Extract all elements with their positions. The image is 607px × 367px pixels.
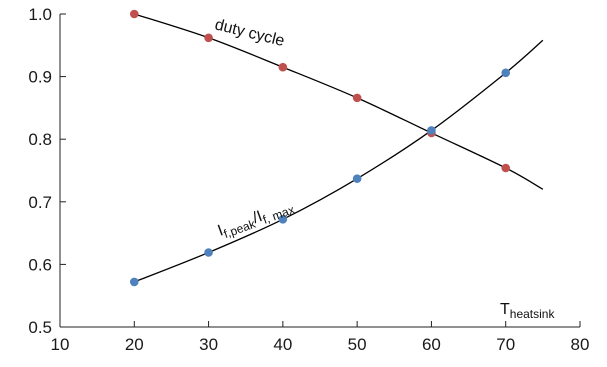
y-tick-label: 0.8 xyxy=(28,130,52,149)
duty-cycle-curve xyxy=(134,13,544,190)
x-tick-label: 10 xyxy=(51,335,70,354)
x-tick-label: 60 xyxy=(422,335,441,354)
current-ratio-point xyxy=(427,126,436,135)
current-ratio-point xyxy=(278,215,288,224)
x-tick-label: 50 xyxy=(348,335,367,354)
duty-cycle-point xyxy=(204,33,213,43)
x-tick-label: 30 xyxy=(199,335,218,354)
x-tick-label: 70 xyxy=(496,335,515,354)
y-tick-label: 1.0 xyxy=(28,5,52,24)
x-tick-label: 20 xyxy=(125,335,144,354)
duty-cycle-point xyxy=(501,163,511,173)
x-tick-label: 80 xyxy=(571,335,590,354)
duty-cycle-point xyxy=(352,93,362,103)
y-tick-label: 0.7 xyxy=(28,193,52,212)
duty-cycle-point xyxy=(129,9,139,19)
x-tick-label: 40 xyxy=(273,335,292,354)
markers xyxy=(129,9,511,287)
current-ratio-point xyxy=(204,248,213,257)
duty-cycle-point xyxy=(278,62,288,72)
current-ratio-point xyxy=(129,277,139,287)
current-ratio-curve xyxy=(134,39,544,283)
y-tick-label: 0.9 xyxy=(28,68,52,87)
current-ratio-point xyxy=(501,68,511,78)
y-tick-label: 0.5 xyxy=(28,318,52,337)
axes: 0.5 0.6 0.7 0.8 0.9 1.0 10 20 30 40 50 60 70 80 xyxy=(28,5,589,354)
y-tick-label: 0.6 xyxy=(28,255,52,274)
current-ratio-point xyxy=(352,174,362,183)
duty-cycle-label: duty cycle xyxy=(213,16,286,50)
x-axis-label: Theatsink xyxy=(500,301,555,321)
current-ratio-label: If,peak/If, max xyxy=(216,197,297,243)
curves xyxy=(134,13,544,283)
